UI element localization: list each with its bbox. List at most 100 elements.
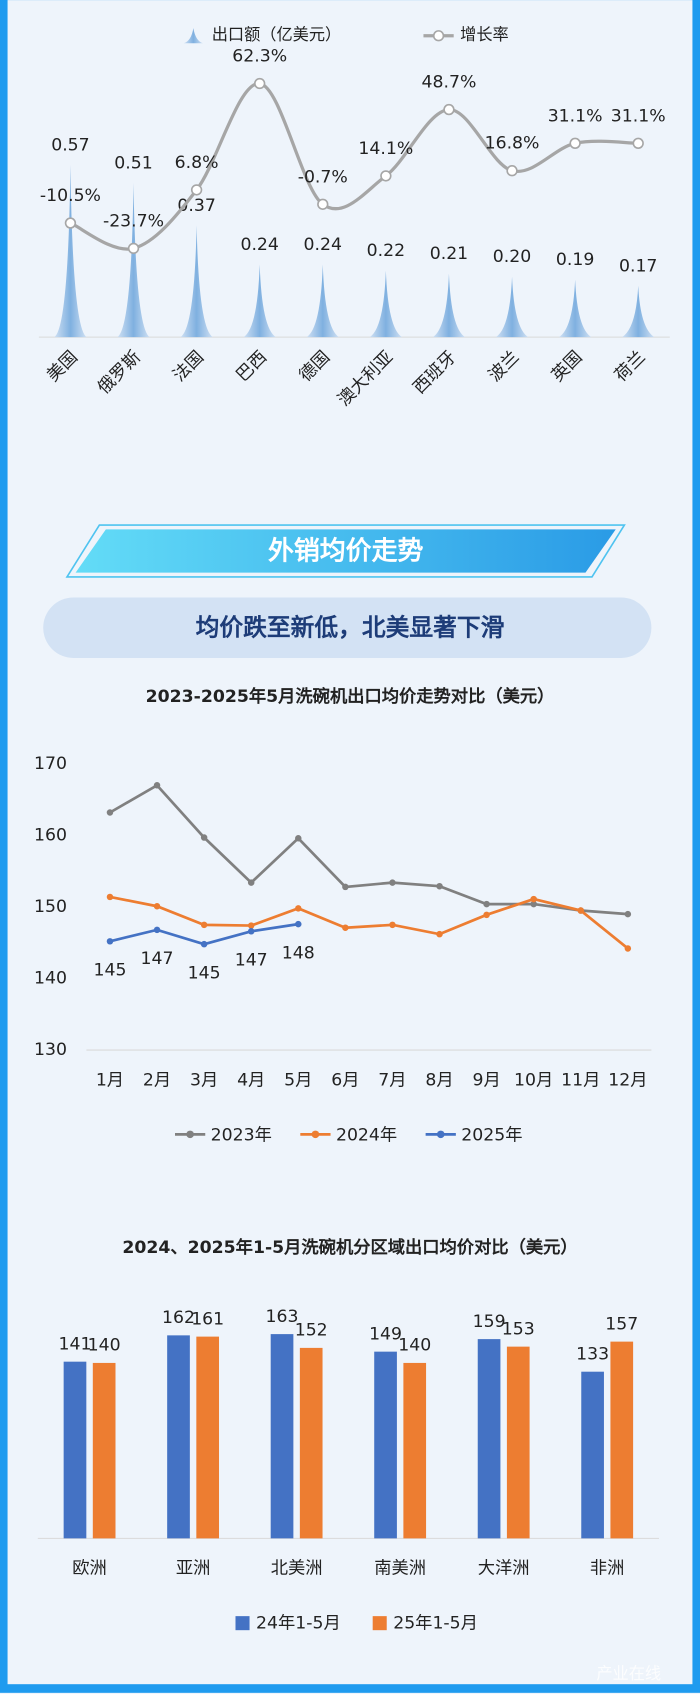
point bbox=[530, 900, 537, 908]
y-tick-label: 160 bbox=[34, 825, 67, 845]
bar-value-label: 0.51 bbox=[114, 153, 152, 173]
growth-label: 31.1% bbox=[548, 106, 603, 126]
bar-peak bbox=[243, 264, 276, 338]
point bbox=[342, 924, 349, 931]
bar-peak bbox=[432, 273, 466, 338]
bar-value-label: 0.24 bbox=[240, 235, 278, 255]
chart-title: 2023-2025年5月洗碗机出口均价走势对比（美元） bbox=[146, 686, 555, 707]
bar-value-label: 153 bbox=[502, 1319, 535, 1339]
x-tick-label: 南美洲 bbox=[374, 1559, 426, 1579]
growth-marker bbox=[632, 137, 644, 149]
y-tick-label: 150 bbox=[34, 897, 67, 917]
point bbox=[530, 895, 537, 903]
legend-label: 25年1-5月 bbox=[393, 1614, 478, 1634]
point bbox=[624, 910, 632, 918]
growth-label: -23.7% bbox=[103, 211, 164, 231]
growth-marker bbox=[569, 137, 581, 149]
legend-label: 2024年 bbox=[336, 1125, 397, 1145]
point-label: 147 bbox=[141, 949, 174, 969]
x-tick-label: 大洋洲 bbox=[478, 1559, 530, 1579]
x-tick-label: 8月 bbox=[425, 1070, 453, 1090]
point bbox=[200, 940, 208, 948]
growth-label: 16.8% bbox=[485, 134, 540, 154]
legend-label: 增长率 bbox=[460, 25, 509, 44]
bar-value-label: 163 bbox=[266, 1307, 299, 1327]
point bbox=[295, 905, 302, 912]
bar-value-label: 0.19 bbox=[556, 250, 594, 270]
bar-peak bbox=[117, 182, 150, 338]
subtitle: 均价跌至新低，北美显著下滑 bbox=[196, 613, 505, 641]
point bbox=[106, 938, 114, 945]
bar-value-label: 141 bbox=[59, 1334, 92, 1354]
bar-value-label: 0.20 bbox=[493, 247, 531, 267]
legend-label: 2023年 bbox=[211, 1125, 272, 1145]
bar bbox=[403, 1362, 427, 1539]
x-tick-label: 9月 bbox=[472, 1070, 500, 1090]
growth-marker bbox=[190, 184, 203, 196]
point bbox=[153, 926, 161, 934]
growth-line bbox=[69, 81, 639, 251]
legend-icon bbox=[183, 28, 204, 44]
bar-peak bbox=[306, 264, 339, 338]
bar-value-label: 161 bbox=[191, 1309, 224, 1329]
point bbox=[153, 902, 161, 910]
x-tick-label: 7月 bbox=[378, 1070, 406, 1090]
legend-icon bbox=[311, 1130, 320, 1139]
growth-label: 48.7% bbox=[422, 73, 477, 93]
bar bbox=[196, 1336, 220, 1539]
bar bbox=[92, 1362, 116, 1539]
growth-label: 31.1% bbox=[611, 106, 666, 126]
point bbox=[483, 911, 490, 919]
growth-label: 14.1% bbox=[358, 139, 413, 159]
bar-peak bbox=[180, 225, 213, 338]
x-tick-label: 10月 bbox=[514, 1070, 553, 1090]
series-line bbox=[109, 895, 629, 950]
growth-marker bbox=[380, 170, 392, 182]
bar-peak bbox=[622, 285, 655, 338]
y-tick-label: 130 bbox=[34, 1040, 67, 1060]
banner bbox=[75, 529, 616, 573]
x-tick-label: 亚洲 bbox=[176, 1559, 211, 1579]
x-tick-label: 11月 bbox=[561, 1070, 600, 1090]
point bbox=[483, 900, 490, 908]
bar-value-label: 133 bbox=[576, 1344, 609, 1364]
legend-icon bbox=[432, 30, 445, 42]
bar bbox=[270, 1334, 294, 1539]
point bbox=[389, 921, 396, 929]
banner-outline bbox=[65, 524, 626, 578]
growth-marker bbox=[127, 242, 140, 255]
legend-swatch bbox=[372, 1616, 387, 1631]
growth-label: 62.3% bbox=[232, 46, 287, 66]
bar bbox=[506, 1346, 530, 1539]
growth-label: 6.8% bbox=[175, 153, 219, 173]
growth-label: -10.5% bbox=[40, 186, 101, 206]
point-label: 145 bbox=[188, 963, 221, 983]
bar-value-label: 0.24 bbox=[304, 235, 342, 255]
point bbox=[106, 893, 114, 901]
growth-marker bbox=[254, 77, 266, 90]
chart-title: 2024、2025年1-5月洗碗机分区域出口均价对比（美元） bbox=[122, 1237, 577, 1258]
growth-marker bbox=[506, 165, 518, 177]
bar bbox=[610, 1341, 634, 1539]
bar-value-label: 140 bbox=[88, 1336, 121, 1356]
watermark: 产业在线 bbox=[596, 1664, 661, 1683]
bar-value-label: 140 bbox=[398, 1336, 431, 1356]
point bbox=[153, 782, 161, 789]
bar bbox=[477, 1339, 501, 1539]
bar-value-label: 159 bbox=[473, 1312, 506, 1332]
x-tick-label: 6月 bbox=[331, 1070, 359, 1090]
point bbox=[106, 809, 114, 816]
bar-value-label: 0.57 bbox=[51, 135, 89, 155]
point bbox=[436, 930, 443, 938]
point bbox=[577, 907, 585, 914]
bar bbox=[374, 1351, 397, 1539]
bar-value-label: 152 bbox=[295, 1321, 328, 1341]
x-tick-label: 欧洲 bbox=[72, 1559, 107, 1579]
bar-value-label: 149 bbox=[369, 1324, 402, 1344]
legend-swatch bbox=[235, 1616, 250, 1631]
y-tick-label: 170 bbox=[34, 754, 67, 774]
x-tick-label: 非洲 bbox=[590, 1559, 625, 1579]
point bbox=[295, 835, 302, 842]
x-tick-label: 3月 bbox=[190, 1070, 218, 1090]
